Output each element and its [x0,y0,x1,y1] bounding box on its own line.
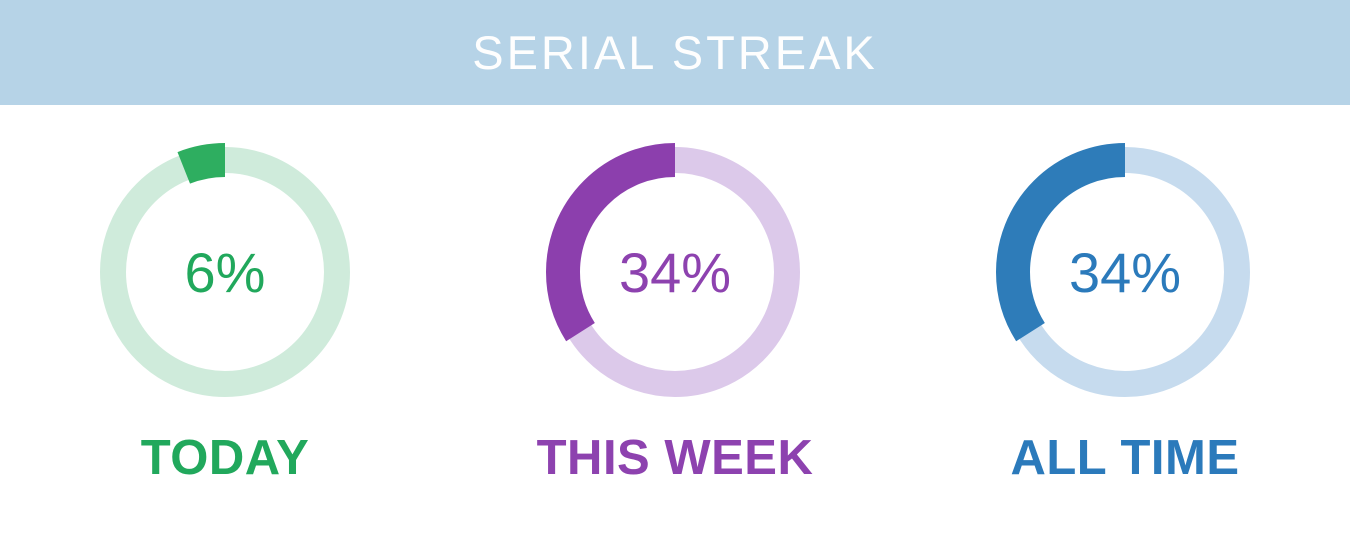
gauge-label-all-time: ALL TIME [1010,431,1240,485]
gauge-today: 6% TODAY [0,105,450,553]
donut-chart-all-time: 34% [995,142,1255,402]
donut-progress-arc [96,143,354,401]
gauge-label-this-week: THIS WEEK [536,431,814,485]
gauge-this-week: 34% THIS WEEK [450,105,900,553]
gauges-row: 6% TODAY 34% THIS WEEK 34% AL [0,105,1350,553]
donut-track [100,147,350,397]
donut-progress-arc [546,143,804,401]
donut-svg-today [96,143,354,401]
donut-svg-this-week [546,143,804,401]
page-title: SERIAL STREAK [472,26,878,79]
donut-svg-all-time [996,143,1254,401]
donut-chart-this-week: 34% [545,142,805,402]
header-bar: SERIAL STREAK [0,0,1350,105]
gauge-all-time: 34% ALL TIME [900,105,1350,553]
donut-chart-today: 6% [95,142,355,402]
gauge-label-today: TODAY [140,431,310,485]
donut-progress-arc [996,143,1254,401]
